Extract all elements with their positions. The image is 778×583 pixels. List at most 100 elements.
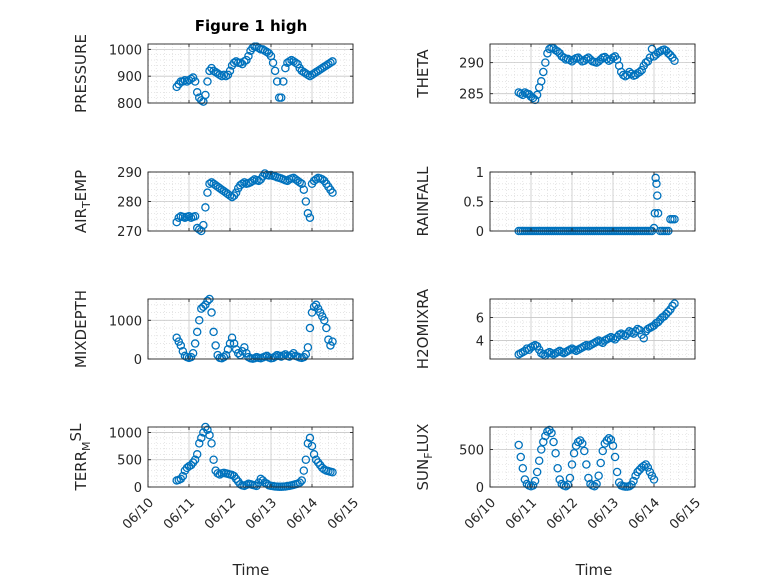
data-point [244, 51, 253, 61]
data-point [197, 433, 206, 443]
data-point [641, 58, 651, 67]
data-point [192, 88, 202, 97]
data-point [586, 479, 595, 489]
y-axis-label-main: PRESSURE [72, 34, 90, 113]
data-point [623, 329, 632, 338]
data-point [328, 468, 337, 477]
data-point [637, 65, 646, 75]
data-point [207, 308, 216, 317]
data-point [299, 185, 309, 194]
y-tick-label: 290 [459, 57, 484, 72]
x-tick-label: 06/14 [284, 495, 321, 532]
data-point [582, 460, 591, 469]
y-axis-label: PRESSURE [72, 34, 90, 113]
y-tick-label: 500 [117, 454, 142, 469]
data-point [221, 71, 231, 81]
x-axis-label-left: Time [232, 561, 270, 579]
data-point [537, 77, 546, 86]
data-point [565, 473, 575, 483]
data-point [516, 89, 526, 98]
data-point [532, 90, 542, 100]
data-point [561, 481, 571, 491]
data-point [295, 178, 304, 187]
data-point [199, 220, 208, 230]
y-tick-label: 290 [117, 166, 142, 181]
x-tick-label: 06/12 [202, 495, 239, 532]
data-point [328, 57, 337, 66]
y-tick-label: 0.5 [463, 196, 484, 211]
data-point [299, 466, 309, 475]
data-point [279, 77, 288, 86]
data-point [649, 475, 659, 484]
data-point [194, 439, 204, 448]
data-point [307, 441, 317, 451]
data-point [190, 77, 200, 86]
data-point [295, 478, 304, 487]
subplot-mixdepth: 0 1000 MIXDEPTH [72, 290, 354, 368]
data-point [592, 479, 601, 489]
data-point [516, 452, 526, 462]
data-point [207, 439, 216, 448]
data-point [305, 433, 315, 443]
data-point [545, 44, 554, 54]
x-tick-label: 06/10 [462, 495, 499, 532]
data-point [309, 450, 319, 459]
data-point [573, 437, 583, 447]
data-point [227, 333, 237, 342]
data-point [215, 70, 224, 80]
data-point [307, 308, 317, 317]
data-point [276, 93, 286, 102]
y-tick-label: 800 [117, 97, 142, 112]
data-point [248, 176, 257, 186]
y-tick-label: 1000 [109, 43, 142, 58]
data-point [602, 54, 612, 64]
y-axis-label-main: TERR [72, 451, 90, 492]
data-point [281, 350, 290, 359]
data-point [229, 58, 239, 68]
y-tick-label: 1000 [109, 426, 142, 441]
data-point [326, 58, 335, 68]
data-point [225, 339, 235, 348]
figure-title: Figure 1 high [195, 17, 308, 35]
x-tick-label: 06/11 [161, 495, 198, 532]
y-tick-label: 280 [117, 196, 142, 211]
data-point [532, 467, 542, 477]
axes-box [147, 43, 354, 104]
data-point [281, 63, 290, 73]
data-point [530, 476, 540, 486]
data-point [225, 66, 235, 76]
data-point [219, 70, 229, 80]
subplot-pressure: 800 900 1000 PRESSURE [72, 34, 354, 113]
data-point [553, 463, 562, 473]
data-point [643, 463, 653, 472]
data-point [651, 173, 660, 183]
y-axis-label-main: SUN [414, 459, 432, 491]
y-axis-label-main: THETA [414, 49, 432, 99]
data-point [652, 179, 661, 189]
data-point [590, 481, 599, 491]
y-tick-label: 4 [476, 335, 484, 350]
data-point [219, 352, 229, 362]
data-point [520, 475, 530, 484]
x-tick-label: 06/13 [243, 495, 280, 532]
data-point [625, 481, 634, 491]
data-point [567, 460, 577, 469]
data-point [555, 475, 564, 484]
data-point [598, 446, 608, 456]
data-point [596, 458, 605, 468]
y-axis-label-tail: LUX [414, 424, 432, 453]
data-point [205, 430, 214, 440]
data-point [268, 58, 278, 68]
data-point [190, 211, 200, 221]
data-point [569, 448, 579, 458]
y-tick-label: 270 [117, 225, 142, 240]
data-point [608, 441, 618, 450]
axes-box [489, 298, 696, 360]
data-point [575, 55, 585, 64]
data-point [635, 325, 644, 335]
subplot-air-temp: 270 280 290 AIRTEMP [72, 166, 354, 240]
data-point [553, 47, 562, 56]
data-point [650, 209, 660, 218]
x-tick-label: 06/14 [626, 495, 663, 532]
